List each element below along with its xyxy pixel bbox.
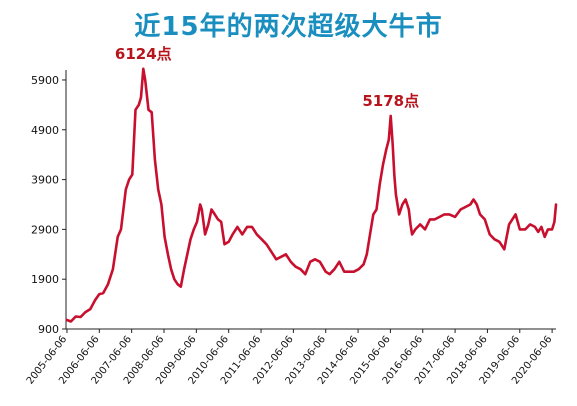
y-tick-label: 900 [38,323,59,336]
chart-title: 近15年的两次超级大牛市 [134,12,443,42]
x-axis: 2005-06-062006-06-062007-06-062008-06-06… [25,328,556,387]
y-tick-label: 3900 [31,174,59,187]
y-axis: 900 1900 2900 3900 4900 5900 [31,70,67,336]
annotations: 6124点 5178点 [115,45,419,110]
peak-annotation: 6124点 [115,45,172,63]
y-tick-label: 4900 [31,124,59,137]
peak-annotation: 5178点 [362,92,419,110]
series-line [65,67,558,323]
series-group [65,67,558,323]
y-tick-label: 5900 [31,74,59,87]
y-tick-label: 1900 [31,273,59,286]
y-tick-label: 2900 [31,223,59,236]
